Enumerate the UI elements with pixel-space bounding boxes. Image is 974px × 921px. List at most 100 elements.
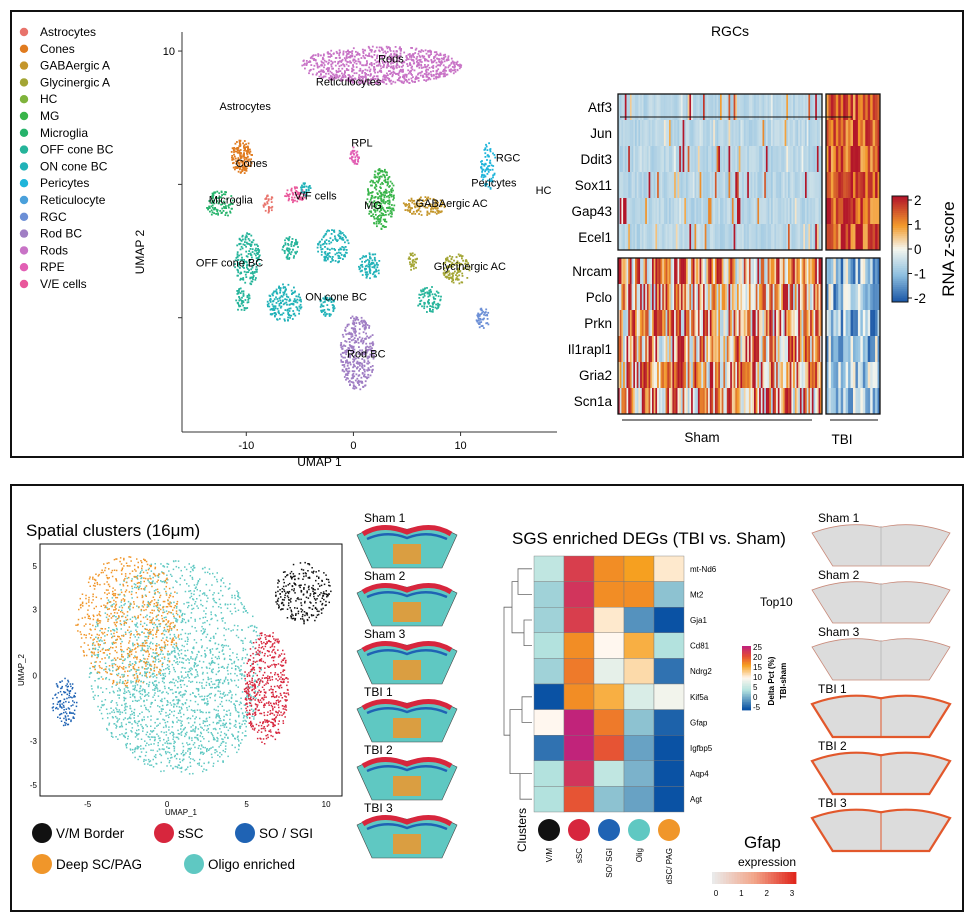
heatmap-cell: [689, 120, 692, 146]
heatmap-cell: [628, 224, 631, 250]
heatmap-cell: [855, 336, 859, 362]
heatmap-cell: [875, 336, 878, 362]
heatmap-cell: [697, 146, 700, 172]
umap-point: [375, 268, 377, 271]
umap-point: [349, 51, 352, 53]
umap-point: [362, 80, 365, 83]
heatmap-cell: [801, 388, 804, 414]
heatmap-cell: [728, 310, 731, 336]
umap-point: [385, 190, 388, 192]
heatmap-cell: [777, 310, 780, 336]
umap-point: [378, 50, 381, 53]
heatmap-cell: [650, 336, 653, 362]
legend-dot: [19, 195, 29, 205]
umap-point: [487, 311, 490, 314]
umap-point: [413, 69, 416, 72]
heatmap-cell: [833, 146, 837, 172]
umap-point: [222, 193, 225, 196]
legend-label: ON cone BC: [40, 159, 108, 173]
heatmap-cell: [857, 284, 861, 310]
heatmap-cell: [696, 120, 699, 146]
umap-point: [374, 176, 377, 179]
umap-point: [442, 73, 444, 75]
heatmap-cell: [838, 120, 842, 146]
heatmap-cell: [648, 388, 651, 414]
heatmap-cell: [648, 146, 651, 172]
umap-point: [359, 79, 361, 82]
umap-point: [456, 68, 459, 71]
umap-point: [224, 202, 226, 205]
umap-point: [412, 254, 414, 257]
heatmap-cell: [624, 94, 627, 120]
umap-point: [287, 244, 290, 246]
umap-point: [243, 144, 246, 146]
heatmap-cell: [755, 284, 758, 310]
umap-point: [373, 75, 376, 78]
heatmap-cell: [689, 146, 692, 172]
umap-point: [412, 200, 415, 202]
umap-point: [348, 344, 351, 346]
umap-point: [364, 68, 367, 71]
heatmap-cell: [865, 198, 869, 224]
heatmap-cell: [640, 284, 643, 310]
heatmap-cell: [760, 362, 763, 388]
umap-point: [310, 64, 313, 66]
umap-point: [346, 69, 348, 71]
umap-cluster: [402, 196, 446, 216]
umap-point: [296, 308, 299, 311]
umap-point: [420, 67, 423, 69]
umap-point: [342, 258, 344, 260]
heatmap-cell: [791, 336, 794, 362]
umap-point: [369, 277, 371, 280]
umap-point: [419, 51, 422, 53]
umap-point: [402, 69, 404, 72]
umap-point: [292, 198, 294, 201]
heatmap-cell: [855, 362, 859, 388]
heatmap-cell: [684, 94, 687, 120]
heatmap-cell: [713, 224, 716, 250]
heatmap-cell: [674, 258, 677, 284]
heatmap-cell: [798, 362, 801, 388]
heatmap-cell: [667, 198, 670, 224]
umap-point: [339, 231, 342, 233]
umap-point: [410, 56, 413, 59]
heatmap-cell: [738, 94, 741, 120]
umap-point: [361, 70, 364, 73]
umap-point: [389, 73, 391, 75]
heatmap-gene-label: Atf3: [588, 100, 612, 115]
umap-point: [355, 317, 358, 320]
umap-point: [374, 186, 376, 189]
umap-point: [464, 263, 467, 265]
umap-point: [443, 204, 446, 207]
heatmap-gene-label: Nrcam: [572, 264, 612, 279]
heatmap-cell: [628, 94, 631, 120]
heatmap-cell: [672, 310, 675, 336]
heatmap-cell: [641, 336, 644, 362]
umap-point: [352, 66, 355, 68]
umap-point: [353, 61, 356, 64]
heatmap-cell: [730, 94, 733, 120]
umap-point: [305, 60, 308, 62]
colorbar-cell: [892, 244, 908, 248]
umap-point: [270, 201, 273, 203]
heatmap-cell: [633, 258, 636, 284]
umap-point: [493, 154, 496, 156]
umap-point: [243, 140, 246, 142]
umap-point: [286, 257, 289, 260]
heatmap-cell: [774, 146, 777, 172]
heatmap-cell: [643, 94, 646, 120]
heatmap-cell: [805, 362, 807, 388]
umap-point: [243, 260, 246, 263]
umap-point: [377, 64, 379, 67]
umap-point: [450, 57, 453, 60]
heatmap-cell: [641, 120, 644, 146]
colorbar-cell: [892, 251, 908, 254]
heatmap-cell: [640, 362, 643, 388]
umap-point: [419, 56, 422, 58]
umap-point: [248, 152, 251, 155]
umap-point: [421, 305, 423, 308]
heatmap-gene-label: Prkn: [584, 316, 612, 331]
heatmap-cell: [618, 224, 620, 250]
heatmap-cell: [769, 310, 772, 336]
heatmap-cell: [828, 258, 832, 284]
